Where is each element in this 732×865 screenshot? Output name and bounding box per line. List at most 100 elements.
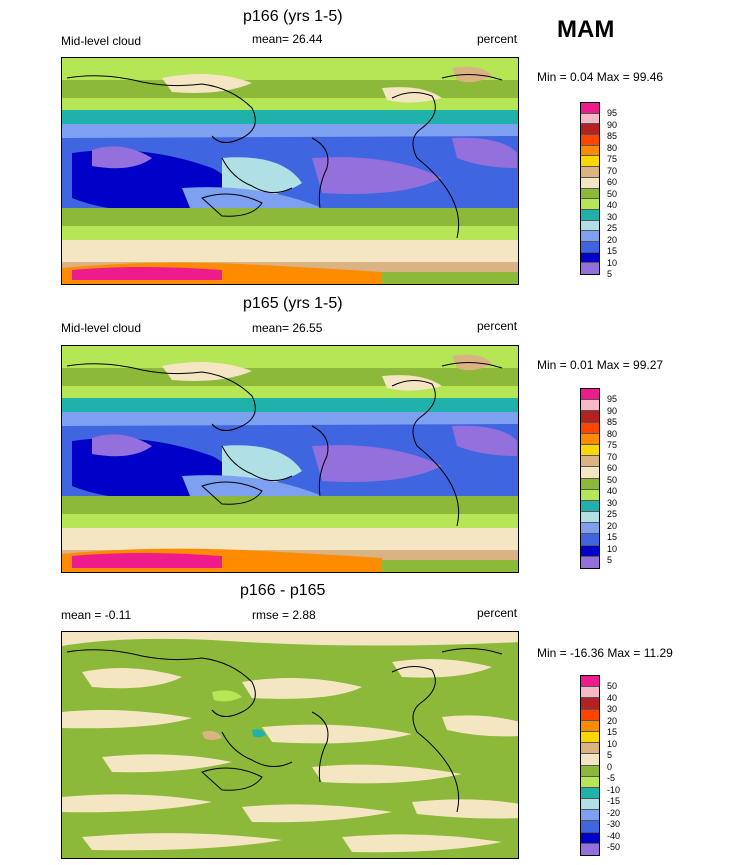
colorbar-swatch [581,676,599,688]
colorbar-swatch [581,743,599,755]
colorbar-swatch [581,832,599,844]
colorbar-swatch [581,545,599,557]
panel3-cb-label: 10 [607,738,618,749]
colorbar-swatch [581,534,599,546]
colorbar-swatch [581,103,599,114]
colorbar-swatch [581,776,599,788]
panel3-map [61,631,519,859]
colorbar-swatch [581,167,599,178]
colorbar-swatch [581,177,599,189]
panel3-cb-label: 20 [607,715,618,726]
panel2-cb-label: 40 [607,486,618,496]
colorbar-swatch [581,687,599,699]
colorbar-swatch [581,209,599,221]
colorbar-swatch [581,720,599,732]
colorbar-swatch [581,478,599,490]
panel2-cb-label: 75 [607,440,618,450]
colorbar-swatch [581,411,599,423]
panel2-cb-label: 85 [607,417,618,427]
panel2-cb-label: 95 [607,394,618,404]
colorbar-swatch [581,433,599,445]
panel3-cb-label: -10 [607,784,621,795]
colorbar-swatch [581,787,599,800]
panel1-cb-label: 15 [607,246,618,256]
panel3-cb-label: 40 [607,692,618,703]
colorbar-swatch [581,220,599,232]
colorbar-swatch [581,467,599,479]
panel3-cb-label: -30 [607,819,621,829]
colorbar-swatch [581,252,599,264]
colorbar-swatch [581,263,599,274]
colorbar-swatch [581,241,599,253]
colorbar-swatch [581,489,599,501]
panel3-cb-label: -50 [607,842,621,852]
panel3-cb-label: -15 [607,796,621,806]
panel3-cb-label: 30 [607,704,618,714]
colorbar-swatch [581,821,599,833]
panel3-rmse-label: rmse = 2.88 [252,608,316,622]
colorbar-swatch [581,556,599,568]
panel1-cb-label: 5 [607,269,613,279]
colorbar-swatch [581,113,599,125]
colorbar-swatch [581,188,599,200]
panel2-cb-label: 90 [607,405,618,416]
panel1-mean-label: mean= 26.44 [252,32,323,46]
colorbar-swatch [581,500,599,513]
season-label: MAM [557,16,615,43]
colorbar-swatch [581,135,599,146]
panel2-cb-label: 20 [607,520,618,531]
panel3-cb-label: 0 [607,761,613,772]
panel1-cb-label: 10 [607,257,618,268]
panel2-cb-label: 70 [607,451,618,462]
colorbar-swatch [581,156,599,168]
colorbar-swatch [581,754,599,766]
panel1-map [61,57,519,285]
panel1-cb-label: 85 [607,131,618,141]
panel2-cb-label: 80 [607,428,618,439]
panel3-cb-label: 50 [607,681,618,691]
panel2-units-label: percent [477,319,518,333]
colorbar-swatch [581,512,599,524]
panel1-cb-label: 30 [607,211,618,222]
panel1-cb-label: 20 [607,234,618,245]
panel3-cb-label: 15 [607,727,618,737]
colorbar-swatch [581,444,599,457]
colorbar-swatch [581,523,599,535]
colorbar-swatch [581,765,599,777]
colorbar-swatch [581,731,599,744]
panel1-cb-label: 70 [607,165,618,176]
panel3-cb-label: -5 [607,773,616,783]
panel2-cb-label: 50 [607,474,618,485]
colorbar-swatch [581,709,599,721]
colorbar-swatch [581,124,599,136]
panel2-cb-label: 60 [607,463,618,473]
panel1-cb-label: 75 [607,154,618,164]
panel2-map [61,345,519,573]
panel2-cb-label: 30 [607,497,618,508]
panel2-colorbar [580,388,600,569]
panel1-title: p166 (yrs 1-5) [243,8,343,25]
panel1-colorbar-labels: 95 90 85 80 75 70 60 50 40 30 25 20 15 1… [607,108,617,281]
panel3-cb-label: 5 [607,750,613,760]
panel3-colorbar-labels: 50 40 30 20 15 10 5 0 -5 -10 -15 -20 -30… [607,681,620,854]
panel3-cb-label: -20 [607,807,621,818]
colorbar-swatch [581,199,599,210]
panel1-cb-label: 80 [607,142,618,153]
panel1-cb-label: 95 [607,108,618,118]
panel3-minmax-label: Min = -16.36 Max = 11.29 [537,646,673,660]
panel2-colorbar-labels: 95 90 85 80 75 70 60 50 40 30 25 20 15 1… [607,394,617,567]
panel1-cb-label: 25 [607,223,618,233]
panel1-minmax-label: Min = 0.04 Max = 99.46 [537,70,664,84]
panel2-cb-label: 10 [607,543,618,554]
panel3-title: p166 - p165 [240,582,326,599]
colorbar-swatch [581,389,599,401]
panel2-mean-label: mean= 26.55 [252,321,323,335]
colorbar-swatch [581,400,599,412]
panel2-variable-label: Mid-level cloud [61,321,142,335]
colorbar-swatch [581,145,599,157]
colorbar-swatch [581,422,599,434]
colorbar-swatch [581,843,599,855]
colorbar-swatch [581,456,599,468]
panel3-units-label: percent [477,606,518,620]
panel1-cb-label: 60 [607,177,618,187]
